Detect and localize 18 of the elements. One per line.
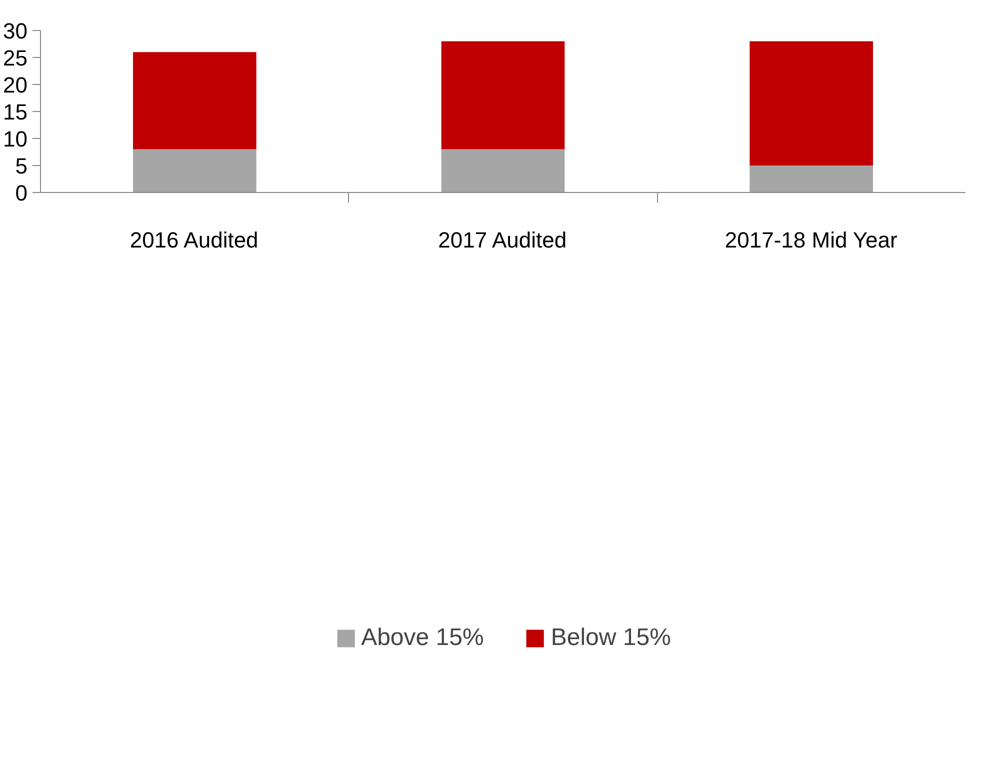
bar: [750, 41, 873, 166]
legend-label: Below 15%: [550, 624, 671, 652]
x-tick-label: 2017 Audited: [438, 228, 567, 252]
bar: [441, 149, 565, 192]
x-tick-label: 2017-18 Mid Year: [724, 228, 898, 252]
bar: [441, 41, 565, 150]
legend-label: Above 15%: [361, 624, 484, 652]
bar: [133, 149, 256, 192]
y-tick-label: 25: [3, 46, 28, 70]
y-tick-label: 15: [3, 100, 28, 124]
y-tick-label: 20: [3, 72, 28, 98]
y-tick-label: 10: [3, 126, 28, 152]
y-tick-label: 5: [15, 154, 28, 178]
y-tick-label: 0: [15, 180, 28, 206]
y-tick-label: 30: [3, 18, 28, 44]
x-tick-label: 2016 Audited: [130, 228, 258, 252]
bar: [133, 52, 256, 150]
bar: [750, 166, 873, 192]
